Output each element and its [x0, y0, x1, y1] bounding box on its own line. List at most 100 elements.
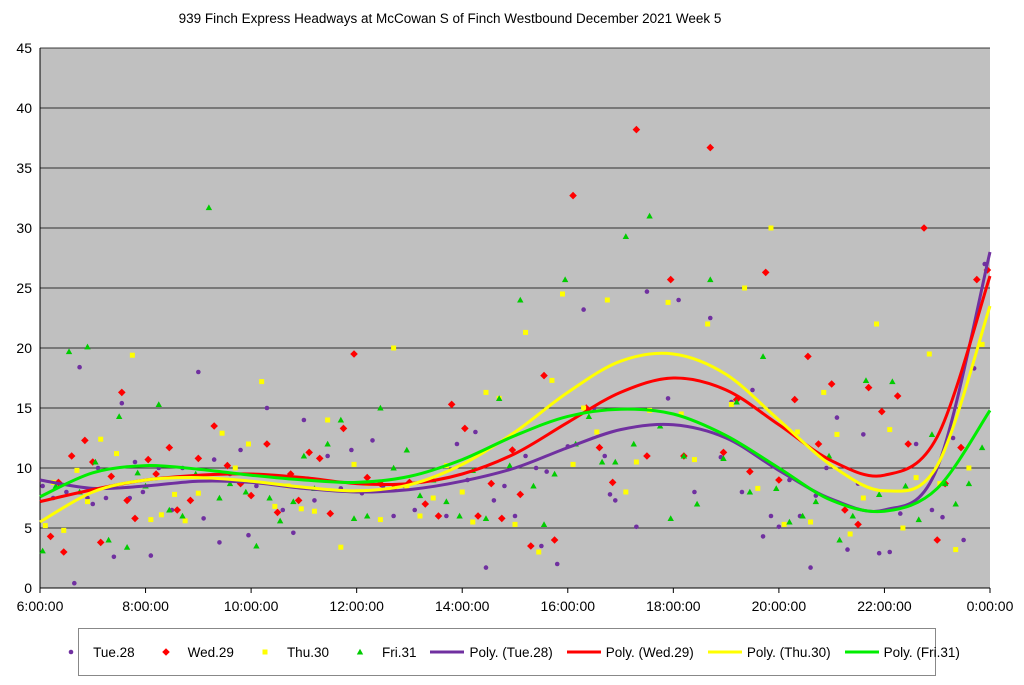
- data-point: [246, 532, 251, 538]
- data-point: [644, 289, 650, 294]
- data-point: [119, 400, 125, 406]
- data-point: [148, 517, 154, 523]
- data-point: [794, 429, 800, 435]
- data-point: [570, 461, 576, 467]
- legend-symbol: [844, 650, 879, 654]
- data-point: [46, 532, 55, 541]
- data-point: [508, 446, 517, 454]
- legend-item: Poly. (Tue.28): [430, 645, 553, 660]
- data-point: [325, 417, 331, 423]
- data-point: [40, 483, 45, 489]
- data-point: [64, 489, 69, 495]
- data-point: [201, 516, 206, 521]
- data-point: [920, 224, 928, 232]
- data-point: [768, 513, 774, 519]
- data-point: [390, 464, 397, 471]
- data-point: [517, 296, 524, 303]
- data-point: [434, 512, 443, 520]
- data-point: [301, 417, 307, 423]
- data-point: [273, 508, 282, 517]
- data-point: [979, 341, 985, 347]
- data-point: [377, 517, 383, 523]
- data-point: [775, 476, 783, 484]
- data-point: [182, 518, 188, 524]
- data-point: [973, 275, 981, 284]
- data-point: [612, 498, 618, 503]
- data-point: [561, 276, 569, 283]
- x-tick-label: 10:00:00: [224, 598, 279, 614]
- chart-title: 939 Finch Express Headways at McCowan S …: [179, 11, 722, 26]
- data-point: [893, 392, 902, 400]
- data-point: [953, 547, 959, 553]
- data-point: [824, 465, 829, 471]
- data-point: [622, 233, 630, 239]
- data-point: [693, 500, 701, 507]
- data-point: [742, 285, 748, 291]
- data-point: [114, 451, 120, 457]
- data-point: [632, 125, 641, 134]
- data-point: [67, 452, 76, 460]
- trendline-poly-fri-31: [39, 407, 992, 514]
- y-tick-label: 5: [24, 520, 32, 536]
- data-point: [527, 542, 535, 550]
- data-point: [416, 492, 424, 499]
- data-point: [456, 512, 463, 519]
- legend-symbol: [68, 649, 74, 655]
- data-point: [581, 405, 587, 411]
- data-point: [242, 488, 250, 495]
- data-point: [280, 507, 286, 513]
- data-point: [804, 352, 812, 361]
- data-point: [487, 479, 496, 488]
- data-point: [351, 461, 357, 467]
- data-point: [539, 543, 544, 549]
- data-point: [530, 482, 537, 489]
- x-tick-label: 16:00:00: [541, 598, 596, 614]
- data-point: [952, 500, 959, 507]
- data-point: [845, 547, 850, 552]
- data-point: [799, 512, 806, 519]
- legend-item: Tue.28: [54, 645, 135, 660]
- data-point: [512, 513, 518, 519]
- data-point: [773, 485, 780, 491]
- data-point: [755, 485, 761, 491]
- data-point: [841, 506, 849, 514]
- data-point: [324, 440, 331, 447]
- x-tick-label: 14:00:00: [435, 598, 490, 614]
- data-point: [540, 371, 548, 380]
- data-point: [364, 512, 371, 519]
- data-point: [72, 580, 77, 586]
- data-point: [412, 507, 418, 513]
- data-point: [897, 511, 903, 516]
- data-point: [781, 521, 787, 527]
- data-point: [720, 455, 727, 461]
- data-point: [691, 457, 697, 463]
- axes: 0 5 10 15 20 25 30 35 40 45 6:00:00 8:00:00 10:00:00…: [16, 40, 1013, 614]
- legend-symbol: [707, 650, 742, 654]
- data-point: [887, 427, 893, 433]
- data-point: [107, 472, 116, 481]
- data-point: [311, 508, 317, 514]
- data-point: [350, 350, 358, 358]
- data-point: [470, 519, 476, 525]
- data-point: [223, 461, 232, 470]
- data-point: [665, 396, 671, 401]
- x-tick-label: 6:00:00: [17, 598, 64, 614]
- x-tick-label: 0:00:00: [967, 598, 1014, 614]
- data-point: [132, 459, 138, 465]
- data-point: [103, 495, 109, 501]
- data-point: [326, 509, 335, 518]
- data-point: [808, 565, 813, 570]
- data-point: [118, 388, 126, 397]
- legend-symbol: [161, 648, 170, 656]
- legend-label: Poly. (Fri.31): [883, 644, 960, 660]
- data-point: [812, 498, 820, 505]
- y-tick-label: 30: [16, 220, 32, 236]
- data-point: [226, 480, 234, 487]
- y-tick-label: 40: [16, 100, 32, 116]
- data-point: [860, 495, 866, 501]
- data-point: [928, 431, 936, 437]
- data-point: [272, 503, 278, 509]
- data-point: [115, 413, 123, 419]
- legend-symbol: [566, 650, 601, 654]
